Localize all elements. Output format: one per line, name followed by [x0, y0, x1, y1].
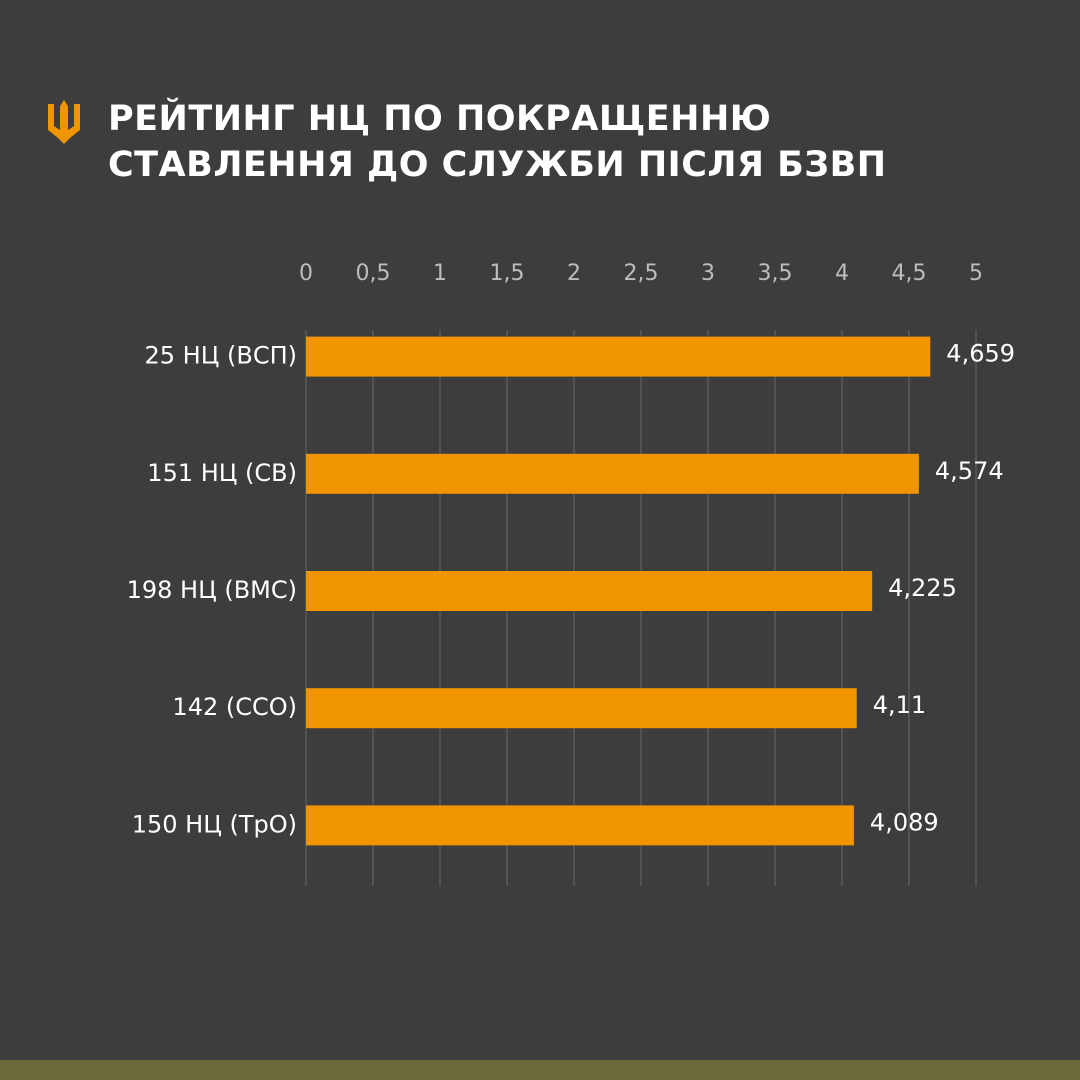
- x-tick-label: 2,5: [624, 261, 659, 286]
- bar: [306, 805, 854, 846]
- value-label: 4,659: [946, 340, 1015, 368]
- category-label: 142 (ССО): [172, 693, 297, 721]
- x-tick-label: 1,5: [490, 261, 525, 286]
- bar: [306, 688, 857, 729]
- chart-title: РЕЙТИНГ НЦ ПО ПОКРАЩЕННЮ СТАВЛЕННЯ ДО СЛ…: [108, 99, 887, 185]
- value-label: 4,225: [888, 574, 957, 602]
- category-label: 150 НЦ (ТрО): [132, 810, 297, 838]
- bar: [306, 453, 919, 494]
- x-tick-label: 0,5: [356, 261, 391, 286]
- bar: [306, 336, 931, 377]
- value-label: 4,574: [935, 457, 1004, 485]
- x-tick-label: 4,5: [892, 261, 927, 286]
- category-label: 151 НЦ (СВ): [147, 459, 297, 487]
- x-tick-label: 1: [433, 261, 447, 286]
- trident-icon: [48, 100, 80, 144]
- x-tick-label: 0: [299, 261, 313, 286]
- bar: [306, 571, 873, 611]
- x-tick-label: 2: [567, 261, 581, 286]
- x-tick-label: 3,5: [758, 261, 793, 286]
- x-tick-label: 4: [835, 261, 849, 286]
- footer-strip: [0, 1060, 1080, 1080]
- value-label: 4,089: [870, 808, 939, 836]
- value-label: 4,11: [873, 691, 926, 719]
- x-tick-label: 3: [701, 261, 715, 286]
- category-label: 198 НЦ (ВМС): [127, 576, 297, 604]
- category-label: 25 НЦ (ВСП): [145, 342, 297, 370]
- x-tick-label: 5: [969, 261, 983, 286]
